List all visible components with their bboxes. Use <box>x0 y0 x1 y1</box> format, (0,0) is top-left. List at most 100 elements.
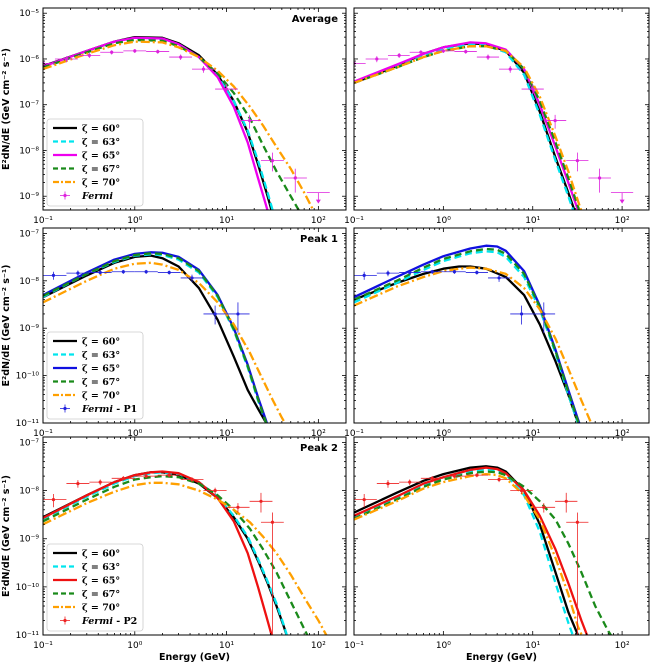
x-tick-label: 10⁰ <box>436 641 451 651</box>
fermi-marker <box>224 87 229 91</box>
legend-label: ζ = 60° <box>82 549 120 560</box>
plot-background <box>354 437 649 635</box>
fermi-marker <box>386 271 390 275</box>
fermi-point-5 <box>465 270 489 275</box>
series-line-2 <box>354 41 579 210</box>
x-tick-label: 10² <box>615 641 630 651</box>
x-tick-label: 10¹ <box>525 216 540 226</box>
fermi-marker <box>430 476 434 480</box>
y-tick-label: 10⁻¹¹ <box>16 631 40 641</box>
chart-panel-peak2-left: 10⁻¹ 10⁰ 10¹ 10² 10⁻¹¹ 10⁻¹⁰ 10⁻⁹ 10⁻⁸ 10⁻⁷ Peak … <box>16 436 347 651</box>
fermi-marker <box>542 312 546 316</box>
fermi-point-0 <box>43 271 67 280</box>
fermi-marker <box>597 176 602 180</box>
fermi-point-1 <box>54 56 78 63</box>
axes-frame <box>353 436 650 636</box>
fermi-point-12 <box>306 192 330 204</box>
fermi-point-1 <box>376 270 400 277</box>
fermi-marker <box>452 474 457 478</box>
fermi-marker <box>362 273 366 277</box>
series-line-2 <box>43 470 273 635</box>
fermi-point-10 <box>566 152 589 172</box>
y-tick-label: 10⁻⁶ <box>19 55 39 65</box>
fermi-point-4 <box>134 269 158 274</box>
fermi-marker <box>553 118 557 123</box>
fermi-marker <box>386 481 390 486</box>
fermi-point-3 <box>100 50 124 55</box>
x-tick-label: 10¹ <box>219 216 234 226</box>
fermi-point-8 <box>226 503 250 513</box>
fermi-point-9 <box>249 492 273 513</box>
series-line-3 <box>43 252 268 423</box>
fermi-marker <box>190 276 194 280</box>
fermi-point-6 <box>169 54 192 60</box>
plot-background <box>354 228 649 423</box>
fermi-marker <box>441 49 445 53</box>
fermi-point-10 <box>260 512 284 635</box>
legend-fermi-suffix: - P1 <box>113 404 137 415</box>
legend-label: ζ = 63° <box>82 137 120 148</box>
fermi-point-4 <box>443 474 466 479</box>
fermi-point-6 <box>180 477 204 483</box>
series-line-2 <box>43 36 269 210</box>
fermi-marker <box>508 67 512 71</box>
fermi-marker <box>247 118 252 123</box>
fermi-marker <box>76 481 80 486</box>
fermi-point-5 <box>157 270 181 275</box>
fermi-marker <box>87 53 91 57</box>
x-tick-label: 10² <box>311 216 326 226</box>
series-line-3 <box>43 38 300 210</box>
legend-fermi-name: Fermi <box>81 191 113 202</box>
fermi-point-1 <box>66 480 90 488</box>
fermi-arrow-icon <box>619 199 625 204</box>
fermi-point-1 <box>66 270 90 277</box>
chart-panel-average-left: 10⁻¹ 10⁰ 10¹ 10² 10⁻⁹ 10⁻⁸ 10⁻⁷ 10⁻⁶ 10⁻⁵ Average… <box>19 7 347 226</box>
x-tick-label: 10⁰ <box>127 429 142 439</box>
fermi-marker <box>542 505 546 509</box>
series-line-4 <box>354 45 583 210</box>
panel-title: Peak 1 <box>300 234 338 245</box>
series-line-4 <box>354 472 583 635</box>
fermi-point-8 <box>532 503 556 513</box>
chart-panel-average-right: 10⁻¹ 10⁰ 10¹ 10² <box>344 7 650 226</box>
y-axis-label: E²dN/dE (GeV cm⁻² s⁻¹) <box>1 475 12 597</box>
fermi-marker <box>156 49 160 54</box>
legend-label: ζ = 67° <box>82 164 120 175</box>
y-tick-label: 10⁻¹⁰ <box>16 372 40 382</box>
x-tick-label: 10⁻¹ <box>33 641 53 651</box>
legend-label: ζ = 70° <box>82 391 120 402</box>
fermi-point-2 <box>387 53 410 58</box>
panel-title: Peak 2 <box>300 443 338 454</box>
fermi-marker <box>167 270 171 275</box>
x-axis-label: Energy (GeV) <box>159 652 230 663</box>
fermi-marker <box>475 473 479 477</box>
y-tick-label: 10⁻⁸ <box>19 146 39 156</box>
fermi-point-3 <box>409 50 433 55</box>
x-tick-label: 10⁻¹ <box>344 216 364 226</box>
fermi-marker <box>430 270 434 274</box>
x-tick-label: 10¹ <box>219 429 234 439</box>
fermi-marker <box>475 270 479 275</box>
series-line-4 <box>43 261 287 423</box>
legend-fermi-label: Fermi - P1 <box>81 404 137 415</box>
legend-fermi-marker <box>63 193 67 198</box>
fermi-point-9 <box>237 114 261 129</box>
fermi-marker <box>133 49 137 53</box>
y-axis-label: E²dN/dE (GeV cm⁻² s⁻¹) <box>1 265 12 387</box>
fermi-point-3 <box>420 269 444 274</box>
series-line-4 <box>354 266 593 423</box>
fermi-marker <box>201 67 206 71</box>
fermi-marker <box>51 273 56 277</box>
plot-background <box>354 8 649 210</box>
fermi-point-8 <box>215 84 238 95</box>
fermi-marker <box>519 312 524 316</box>
legend-label: ζ = 65° <box>82 151 120 162</box>
x-axis-label: Energy (GeV) <box>466 652 537 663</box>
fermi-point-7 <box>499 66 522 73</box>
fermi-marker <box>270 520 275 524</box>
fermi-marker <box>213 312 217 316</box>
series-group <box>43 470 328 635</box>
x-tick-label: 10² <box>311 429 326 439</box>
fermi-point-4 <box>123 49 147 54</box>
fermi-point-5 <box>157 473 181 478</box>
